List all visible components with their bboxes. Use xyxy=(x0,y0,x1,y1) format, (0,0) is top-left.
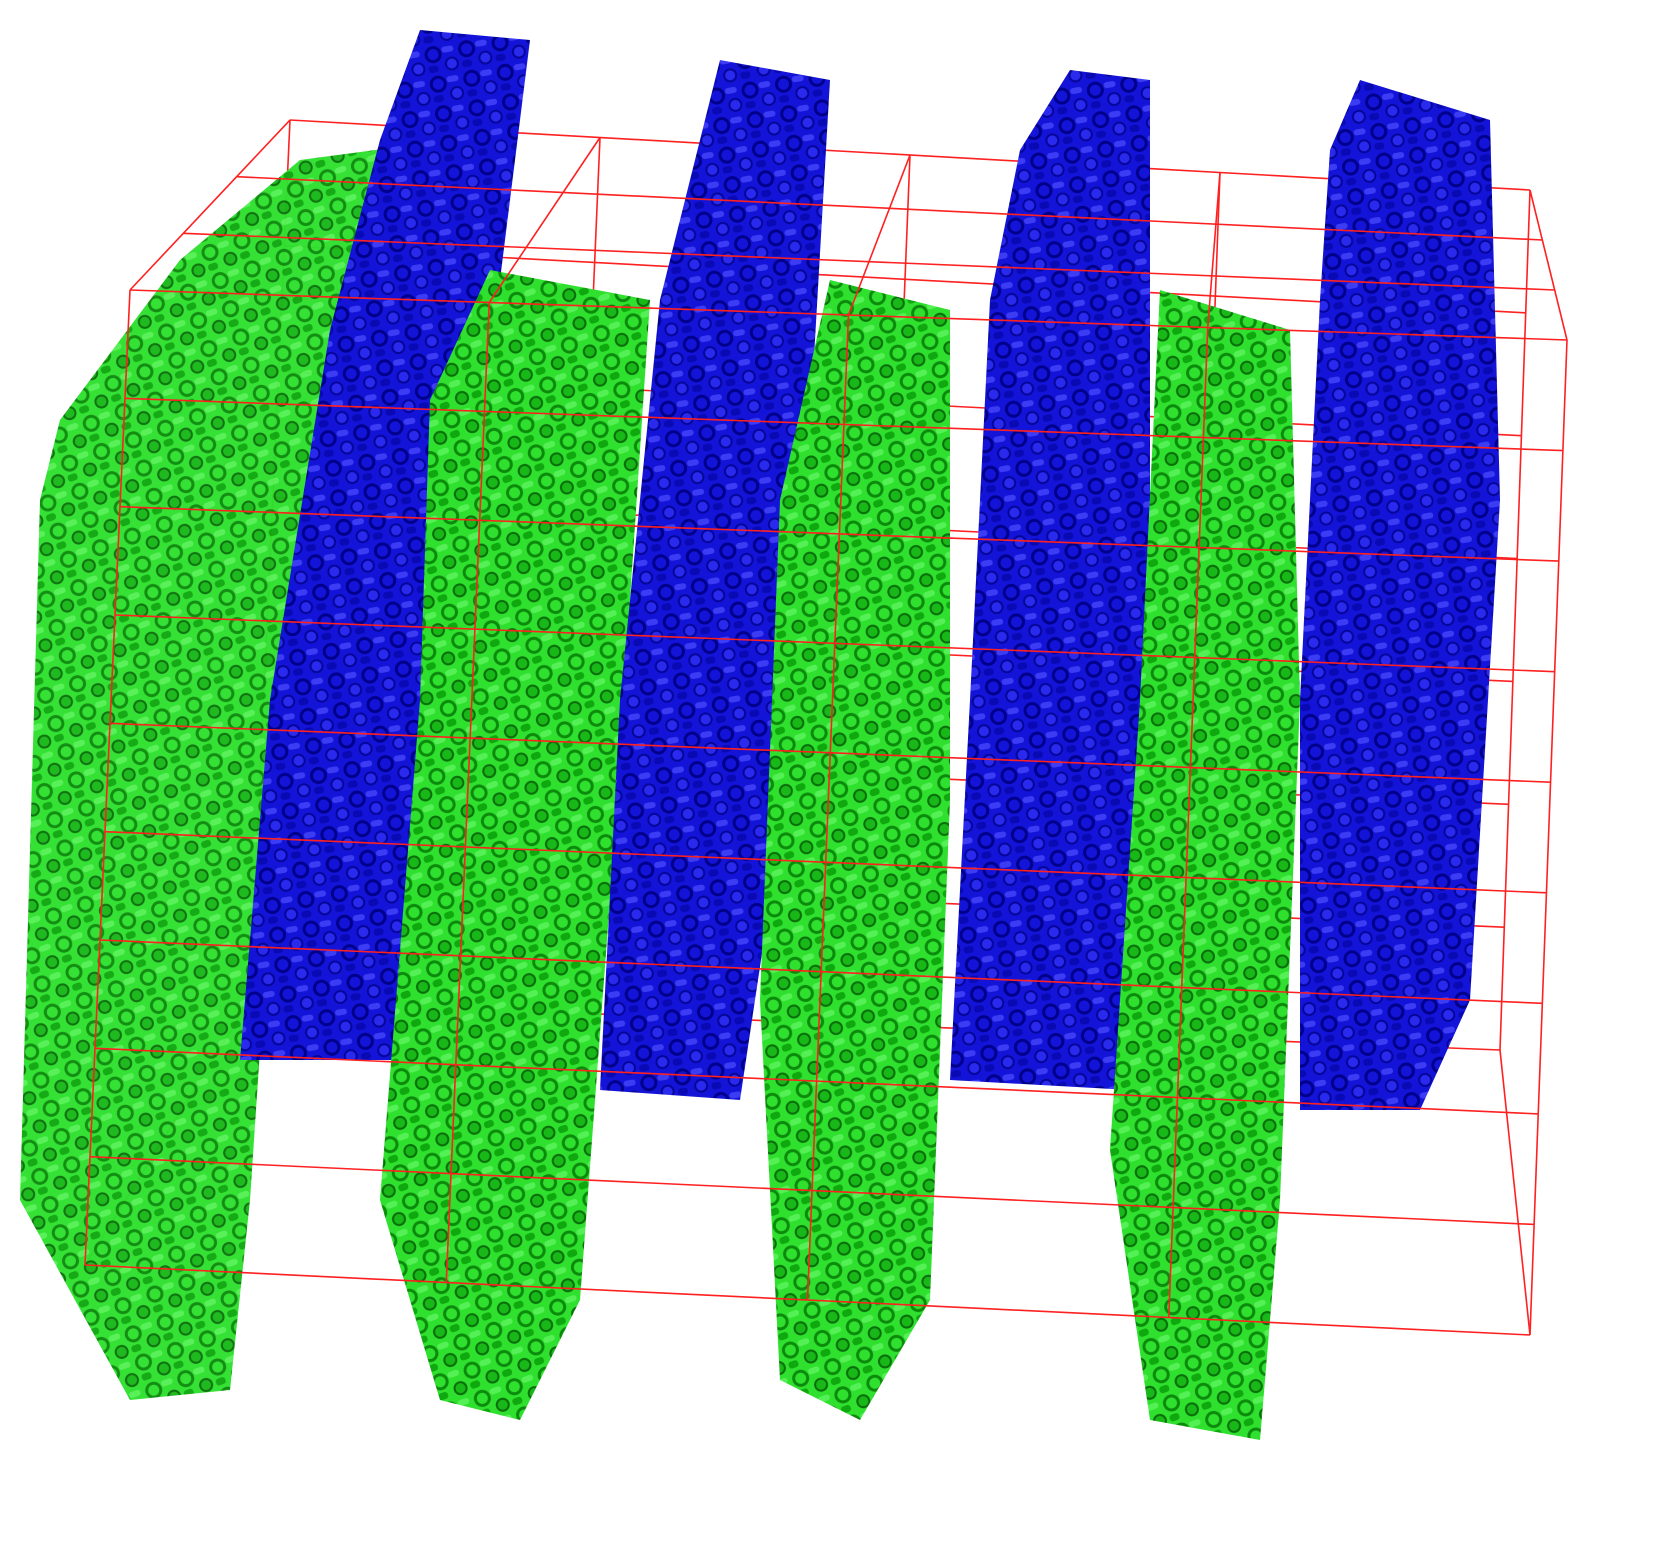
lattice-line xyxy=(1500,1050,1530,1335)
molecules xyxy=(20,30,1500,1440)
scene xyxy=(0,0,1667,1546)
lattice-line xyxy=(1208,173,1220,328)
lattice-line xyxy=(849,155,911,315)
page: (() => { const NS = 'http://www.w3.org/2… xyxy=(0,0,1667,1546)
blue-column xyxy=(1300,80,1500,1110)
lattice-line xyxy=(1530,190,1567,340)
blue-column xyxy=(950,70,1150,1090)
lattice-line xyxy=(1530,340,1567,1335)
lattice-line xyxy=(1500,190,1530,1050)
